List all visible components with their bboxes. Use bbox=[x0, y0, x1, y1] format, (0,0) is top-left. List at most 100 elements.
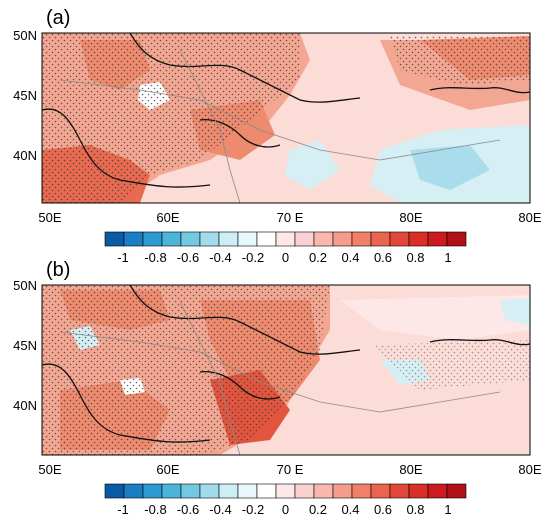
colorbar-b-swatch bbox=[237, 483, 258, 499]
colorbar-b-swatch bbox=[218, 483, 239, 499]
colorbar-a-swatch bbox=[313, 231, 334, 247]
colorbar-b-tick-label: 1 bbox=[444, 502, 451, 517]
panel-b-xtick-80e: 80E bbox=[399, 462, 422, 477]
panel-a-frame bbox=[41, 32, 531, 204]
colorbar-b-tick-label: 0 bbox=[282, 502, 289, 517]
colorbar-b-swatch bbox=[256, 483, 277, 499]
colorbar-b-tick-label: -1 bbox=[117, 502, 129, 517]
colorbar-a-swatch bbox=[332, 231, 353, 247]
colorbar-b-swatch bbox=[180, 483, 201, 499]
panel-a: (a) 50N 45N 40N 50E 60E 70 E 80E 80E bbox=[13, 7, 542, 225]
colorbar-b-swatch bbox=[370, 483, 391, 499]
panel-a-xtick-60e: 60E bbox=[156, 210, 179, 225]
panel-a-coastline-central bbox=[199, 119, 281, 148]
panel-b-coastline-caspian bbox=[42, 363, 211, 443]
panel-b-coastline-north bbox=[129, 285, 361, 355]
panel-a-map bbox=[42, 33, 530, 203]
colorbar-a-swatch bbox=[370, 231, 391, 247]
colorbar-b-tick-label: 0.8 bbox=[406, 502, 424, 517]
panel-a-coastline-north bbox=[129, 33, 361, 103]
colorbar-b-swatch bbox=[142, 483, 163, 499]
colorbar-a-swatch bbox=[446, 231, 467, 247]
panel-a-negative-central bbox=[285, 140, 340, 190]
colorbar-a-swatch bbox=[256, 231, 277, 247]
panel-a-border-2 bbox=[179, 49, 241, 203]
panel-b-border-1 bbox=[59, 331, 501, 413]
colorbar-b-swatch bbox=[294, 483, 315, 499]
panel-b-map bbox=[42, 285, 530, 455]
colorbar-a-tick-label: 1 bbox=[444, 250, 451, 265]
colorbar-b-swatch bbox=[275, 483, 296, 499]
panel-b-label: (b) bbox=[46, 259, 70, 281]
panel-a-xtick-80e-right: 80E bbox=[518, 210, 541, 225]
colorbar-a-swatch bbox=[161, 231, 182, 247]
colorbar-b-swatch bbox=[161, 483, 182, 499]
colorbar-a-tick-label: 0 bbox=[282, 250, 289, 265]
panel-b-lake-balkhash bbox=[429, 339, 530, 346]
panel-b-xtick-80e-right: 80E bbox=[518, 462, 541, 477]
colorbar-b-swatch bbox=[123, 483, 144, 499]
colorbar-a-tick-label: -1 bbox=[117, 250, 129, 265]
colorbar-a-tick-label: 0.4 bbox=[341, 250, 359, 265]
panel-b-frame bbox=[41, 284, 531, 456]
colorbar-b-swatch bbox=[332, 483, 353, 499]
colorbar-a-tick-label: -0.2 bbox=[242, 250, 264, 265]
colorbar-a-tick-label: 0.8 bbox=[406, 250, 424, 265]
colorbar-b: -1 -0.8 -0.6 -0.4 -0.2 0 0.2 0.4 0.6 0.8 1 bbox=[104, 483, 467, 517]
colorbar-a-swatch bbox=[199, 231, 220, 247]
panel-a-stippling-west bbox=[42, 33, 300, 203]
colorbar-a-swatch bbox=[142, 231, 163, 247]
colorbar-a-swatch bbox=[294, 231, 315, 247]
panel-a-coastline-caspian bbox=[42, 108, 211, 188]
panel-b-xtick-50e: 50E bbox=[38, 462, 61, 477]
colorbar-a-swatch bbox=[427, 231, 448, 247]
colorbar-a-swatch bbox=[180, 231, 201, 247]
panel-b-stippling-east bbox=[370, 340, 530, 390]
colorbar-a-swatch bbox=[389, 231, 410, 247]
colorbar-b-tick-label: -0.2 bbox=[242, 502, 264, 517]
colorbar-a-swatch bbox=[275, 231, 296, 247]
colorbar-b-tick-label: 0.2 bbox=[309, 502, 327, 517]
colorbar-b-swatch bbox=[313, 483, 334, 499]
colorbar-b-tick-label: -0.4 bbox=[209, 502, 231, 517]
colorbar-a-tick-label: -0.4 bbox=[209, 250, 231, 265]
colorbar-a-swatch bbox=[408, 231, 429, 247]
panel-b-stippling-west bbox=[42, 285, 330, 455]
colorbar-b-swatch bbox=[408, 483, 429, 499]
colorbar-a-tick-label: 0.2 bbox=[309, 250, 327, 265]
panel-a-xtick-80e: 80E bbox=[399, 210, 422, 225]
colorbar-b-swatch bbox=[446, 483, 467, 499]
panel-a-xtick-70e: 70 E bbox=[277, 210, 304, 225]
panel-b-xtick-70e: 70 E bbox=[277, 462, 304, 477]
panel-b: (b) 50N 45N 40N 50E 60E 70 E 80E 80E bbox=[13, 259, 542, 477]
panel-a-xtick-50e: 50E bbox=[38, 210, 61, 225]
panel-a-lake-balkhash bbox=[429, 87, 530, 94]
colorbar-a-tick-label: 0.6 bbox=[374, 250, 392, 265]
panel-b-ytick-45n: 45N bbox=[13, 338, 37, 353]
colorbar-b-swatch bbox=[199, 483, 220, 499]
panel-a-ytick-45n: 45N bbox=[13, 88, 37, 103]
colorbar-a: -1 -0.8 -0.6 -0.4 -0.2 0 0.2 0.4 0.6 0.8 1 bbox=[104, 231, 467, 265]
panel-a-negative-mid-east bbox=[410, 145, 490, 190]
panel-b-positive-weak-east bbox=[340, 295, 530, 340]
colorbar-b-tick-label: -0.8 bbox=[144, 502, 166, 517]
panel-b-border-2 bbox=[179, 301, 241, 455]
colorbar-a-swatch bbox=[218, 231, 239, 247]
panel-a-ytick-50n: 50N bbox=[13, 28, 37, 43]
panel-a-ytick-40n: 40N bbox=[13, 148, 37, 163]
panel-b-negative-northeast bbox=[500, 298, 530, 325]
colorbar-a-tick-label: -0.8 bbox=[144, 250, 166, 265]
colorbar-b-tick-label: 0.4 bbox=[341, 502, 359, 517]
colorbar-a-tick-label: -0.6 bbox=[177, 250, 199, 265]
colorbar-b-tick-label: -0.6 bbox=[177, 502, 199, 517]
colorbar-a-swatch bbox=[351, 231, 372, 247]
panel-b-ytick-40n: 40N bbox=[13, 398, 37, 413]
panel-a-border-1 bbox=[59, 79, 501, 161]
colorbar-b-swatch bbox=[104, 483, 125, 499]
colorbar-a-swatch bbox=[104, 231, 125, 247]
colorbar-b-swatch bbox=[389, 483, 410, 499]
colorbar-a-swatch bbox=[237, 231, 258, 247]
panel-a-stippling-northeast bbox=[390, 36, 530, 85]
colorbar-b-tick-label: 0.6 bbox=[374, 502, 392, 517]
